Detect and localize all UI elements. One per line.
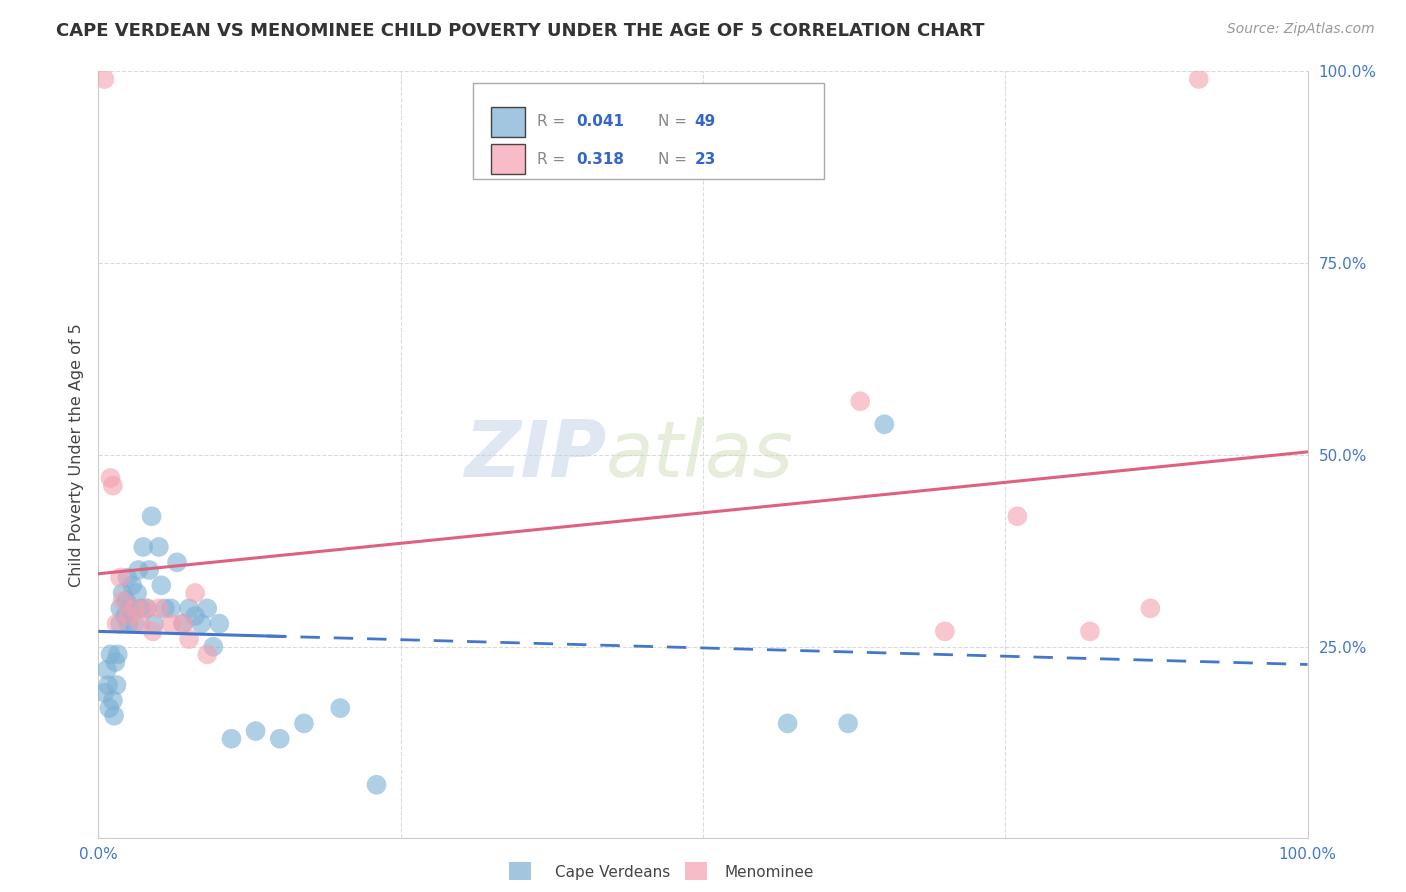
Point: [108, 571, 131, 585]
Point: [172, 616, 194, 631]
Point: [1078, 624, 1101, 639]
Text: ZIP: ZIP: [464, 417, 606, 493]
Point: [117, 571, 139, 585]
Point: [160, 616, 183, 631]
Point: [121, 578, 143, 592]
Point: [93, 686, 115, 700]
Point: [172, 616, 194, 631]
Point: [1188, 72, 1211, 87]
Point: [129, 601, 152, 615]
Point: [141, 509, 163, 524]
Point: [124, 616, 146, 631]
Point: [148, 601, 170, 615]
Point: [98, 701, 121, 715]
Point: [96, 663, 118, 677]
Point: [111, 593, 134, 607]
Point: [108, 616, 131, 631]
Point: [100, 471, 122, 485]
Text: 0.318: 0.318: [576, 152, 624, 167]
Point: [93, 72, 115, 87]
Point: [837, 716, 859, 731]
Point: [1007, 509, 1029, 524]
Point: [118, 609, 141, 624]
Point: [245, 724, 267, 739]
Point: [292, 716, 315, 731]
Text: R =: R =: [537, 152, 571, 167]
Point: [184, 609, 207, 624]
Point: [135, 601, 157, 615]
Point: [101, 478, 124, 492]
Point: [208, 616, 231, 631]
Point: [101, 693, 124, 707]
Point: [143, 616, 166, 631]
Point: [153, 601, 176, 615]
FancyBboxPatch shape: [474, 83, 824, 178]
Point: [114, 609, 136, 624]
Point: [873, 417, 896, 432]
Point: [849, 394, 872, 409]
Point: [142, 624, 165, 639]
Point: [221, 731, 243, 746]
Point: [150, 578, 173, 592]
Text: R =: R =: [537, 114, 571, 129]
Point: [127, 586, 149, 600]
Point: [160, 601, 183, 615]
Point: [120, 601, 142, 615]
FancyBboxPatch shape: [492, 107, 526, 136]
Point: [105, 616, 128, 631]
Point: [115, 593, 138, 607]
Text: 49: 49: [695, 114, 716, 129]
Point: [124, 601, 146, 615]
Point: [107, 648, 129, 662]
Point: [103, 708, 125, 723]
Point: [104, 655, 127, 669]
Point: [138, 563, 160, 577]
Point: [195, 648, 218, 662]
Text: 0.041: 0.041: [576, 114, 624, 129]
Text: N =: N =: [658, 114, 692, 129]
Point: [97, 678, 120, 692]
Point: [135, 601, 157, 615]
Point: [269, 731, 291, 746]
Point: [776, 716, 799, 731]
Point: [179, 632, 201, 646]
Point: [166, 555, 188, 569]
Point: [129, 616, 152, 631]
Point: [179, 601, 201, 615]
Point: [132, 540, 155, 554]
FancyBboxPatch shape: [492, 145, 526, 174]
Point: [127, 563, 149, 577]
Text: N =: N =: [658, 152, 692, 167]
Text: atlas: atlas: [606, 417, 794, 493]
Point: [108, 601, 131, 615]
Point: [329, 701, 352, 715]
Point: [202, 640, 225, 654]
Y-axis label: Child Poverty Under the Age of 5: Child Poverty Under the Age of 5: [69, 323, 84, 587]
Text: Menominee: Menominee: [724, 865, 814, 880]
Point: [366, 778, 388, 792]
Point: [148, 540, 170, 554]
Point: [195, 601, 218, 615]
Point: [934, 624, 956, 639]
Text: 23: 23: [695, 152, 716, 167]
Text: Cape Verdeans: Cape Verdeans: [555, 865, 671, 880]
Point: [111, 586, 134, 600]
Text: CAPE VERDEAN VS MENOMINEE CHILD POVERTY UNDER THE AGE OF 5 CORRELATION CHART: CAPE VERDEAN VS MENOMINEE CHILD POVERTY …: [56, 22, 984, 40]
Point: [100, 648, 122, 662]
Point: [105, 678, 128, 692]
Point: [118, 616, 141, 631]
Point: [1139, 601, 1161, 615]
Text: Source: ZipAtlas.com: Source: ZipAtlas.com: [1227, 22, 1375, 37]
Point: [190, 616, 212, 631]
Point: [184, 586, 207, 600]
